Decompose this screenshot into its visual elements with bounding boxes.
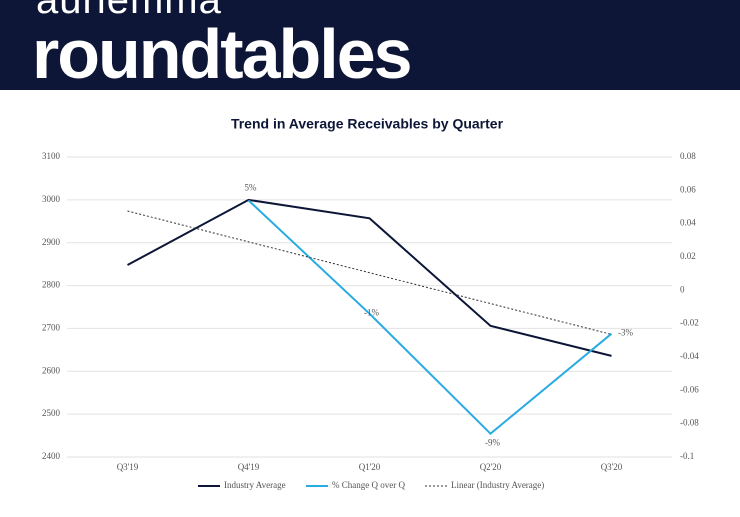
x-tick-label: Q3'19	[117, 462, 139, 472]
y2-tick-label: -0.06	[680, 384, 699, 394]
y2-tick-label: -0.02	[680, 318, 699, 328]
y2-tick-label: 0.06	[680, 184, 696, 194]
data-label: -1%	[364, 308, 379, 318]
y2-tick-label: 0	[680, 284, 685, 294]
banner: auriemma roundtables	[0, 0, 740, 90]
y2-tick-label: -0.1	[680, 451, 694, 461]
data-label: -9%	[485, 438, 500, 448]
x-tick-label: Q4'19	[238, 462, 260, 472]
legend-label: Industry Average	[224, 480, 286, 490]
y-tick-label: 3100	[42, 151, 61, 161]
y2-tick-label: 0.04	[680, 218, 696, 228]
data-label: 5%	[245, 182, 258, 192]
banner-title: roundtables	[32, 15, 413, 90]
series-line	[127, 210, 612, 335]
data-label: -3%	[618, 328, 633, 338]
x-tick-label: Q1'20	[359, 462, 381, 472]
y-tick-label: 2600	[42, 365, 61, 375]
x-tick-label: Q3'20	[601, 462, 623, 472]
series-line	[247, 199, 613, 436]
y-tick-label: 2800	[42, 280, 61, 290]
y-tick-label: 2500	[42, 408, 61, 418]
series-line	[127, 198, 612, 357]
y-tick-label: 2700	[42, 322, 61, 332]
y-tick-label: 2900	[42, 237, 61, 247]
legend-label: % Change Q over Q	[332, 480, 405, 490]
y2-tick-label: 0.02	[680, 251, 696, 261]
y2-tick-label: -0.08	[680, 418, 699, 428]
y-tick-label: 3000	[42, 194, 61, 204]
chart-title: Trend in Average Receivables by Quarter	[231, 116, 504, 132]
chart: Trend in Average Receivables by Quarter …	[42, 116, 699, 490]
legend-label: Linear (Industry Average)	[451, 480, 544, 490]
y2-tick-label: 0.08	[680, 151, 696, 161]
x-tick-label: Q2'20	[480, 462, 502, 472]
y2-tick-label: -0.04	[680, 351, 699, 361]
brand: auriemma	[36, 0, 222, 22]
y-tick-label: 2400	[42, 451, 61, 461]
